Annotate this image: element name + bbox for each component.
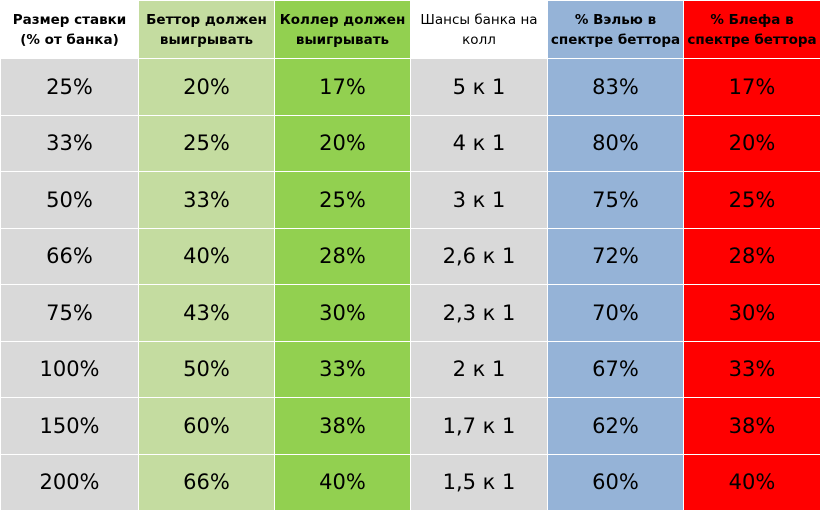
cell-value: 72%	[548, 228, 684, 285]
cell-bettor: 25%	[139, 115, 275, 172]
cell-stake: 50%	[1, 172, 139, 229]
header-value-pct-line2: спектре беттора	[548, 30, 683, 50]
table-row: 100% 50% 33% 2 к 1 67% 33%	[1, 341, 820, 398]
cell-bluff: 25%	[684, 172, 820, 229]
cell-bluff: 30%	[684, 285, 820, 342]
header-bluff-pct-line1: % Блефа в	[684, 10, 820, 30]
cell-bluff: 38%	[684, 398, 820, 455]
cell-bluff: 40%	[684, 454, 820, 511]
cell-stake: 200%	[1, 454, 139, 511]
cell-bettor: 60%	[139, 398, 275, 455]
header-caller-must-win: Коллер должен выигрывать	[275, 1, 411, 59]
header-row: Размер ставки (% от банка) Беттор должен…	[1, 1, 820, 59]
cell-odds: 4 к 1	[411, 115, 548, 172]
cell-caller: 20%	[275, 115, 411, 172]
cell-odds: 2 к 1	[411, 341, 548, 398]
cell-stake: 150%	[1, 398, 139, 455]
cell-caller: 17%	[275, 59, 411, 116]
cell-bluff: 20%	[684, 115, 820, 172]
table-row: 66% 40% 28% 2,6 к 1 72% 28%	[1, 228, 820, 285]
cell-value: 75%	[548, 172, 684, 229]
cell-caller: 28%	[275, 228, 411, 285]
cell-value: 80%	[548, 115, 684, 172]
cell-bluff: 17%	[684, 59, 820, 116]
header-pot-odds: Шансы банка на колл	[411, 1, 548, 59]
cell-bluff: 33%	[684, 341, 820, 398]
table-row: 25% 20% 17% 5 к 1 83% 17%	[1, 59, 820, 116]
header-bettor-must-win: Беттор должен выигрывать	[139, 1, 275, 59]
table-body: 25% 20% 17% 5 к 1 83% 17% 33% 25% 20% 4 …	[1, 59, 820, 511]
header-stake-size: Размер ставки (% от банка)	[1, 1, 139, 59]
header-value-pct: % Вэлью в спектре беттора	[548, 1, 684, 59]
table-header: Размер ставки (% от банка) Беттор должен…	[1, 1, 820, 59]
table-row: 50% 33% 25% 3 к 1 75% 25%	[1, 172, 820, 229]
header-pot-odds-line2: колл	[411, 30, 547, 50]
cell-stake: 33%	[1, 115, 139, 172]
cell-stake: 100%	[1, 341, 139, 398]
header-bettor-must-win-line2: выигрывать	[139, 30, 274, 50]
table-row: 33% 25% 20% 4 к 1 80% 20%	[1, 115, 820, 172]
cell-odds: 1,7 к 1	[411, 398, 548, 455]
cell-caller: 38%	[275, 398, 411, 455]
cell-value: 62%	[548, 398, 684, 455]
header-pot-odds-line1: Шансы банка на	[411, 10, 547, 30]
cell-caller: 40%	[275, 454, 411, 511]
cell-odds: 5 к 1	[411, 59, 548, 116]
cell-value: 83%	[548, 59, 684, 116]
header-bluff-pct-line2: спектре беттора	[684, 30, 820, 50]
cell-caller: 30%	[275, 285, 411, 342]
cell-bettor: 40%	[139, 228, 275, 285]
cell-odds: 1,5 к 1	[411, 454, 548, 511]
header-caller-must-win-line2: выигрывать	[275, 30, 410, 50]
header-bluff-pct: % Блефа в спектре беттора	[684, 1, 820, 59]
header-stake-size-line1: Размер ставки	[1, 10, 138, 30]
cell-bettor: 33%	[139, 172, 275, 229]
cell-caller: 33%	[275, 341, 411, 398]
cell-bettor: 20%	[139, 59, 275, 116]
cell-stake: 66%	[1, 228, 139, 285]
header-bettor-must-win-line1: Беттор должен	[139, 10, 274, 30]
cell-bettor: 43%	[139, 285, 275, 342]
cell-odds: 3 к 1	[411, 172, 548, 229]
cell-odds: 2,6 к 1	[411, 228, 548, 285]
cell-value: 67%	[548, 341, 684, 398]
cell-stake: 25%	[1, 59, 139, 116]
table-row: 75% 43% 30% 2,3 к 1 70% 30%	[1, 285, 820, 342]
cell-stake: 75%	[1, 285, 139, 342]
cell-bettor: 50%	[139, 341, 275, 398]
cell-bettor: 66%	[139, 454, 275, 511]
table-row: 150% 60% 38% 1,7 к 1 62% 38%	[1, 398, 820, 455]
cell-odds: 2,3 к 1	[411, 285, 548, 342]
header-value-pct-line1: % Вэлью в	[548, 10, 683, 30]
cell-caller: 25%	[275, 172, 411, 229]
header-stake-size-line2: (% от банка)	[1, 30, 138, 50]
cell-bluff: 28%	[684, 228, 820, 285]
cell-value: 60%	[548, 454, 684, 511]
table-row: 200% 66% 40% 1,5 к 1 60% 40%	[1, 454, 820, 511]
header-caller-must-win-line1: Коллер должен	[275, 10, 410, 30]
cell-value: 70%	[548, 285, 684, 342]
